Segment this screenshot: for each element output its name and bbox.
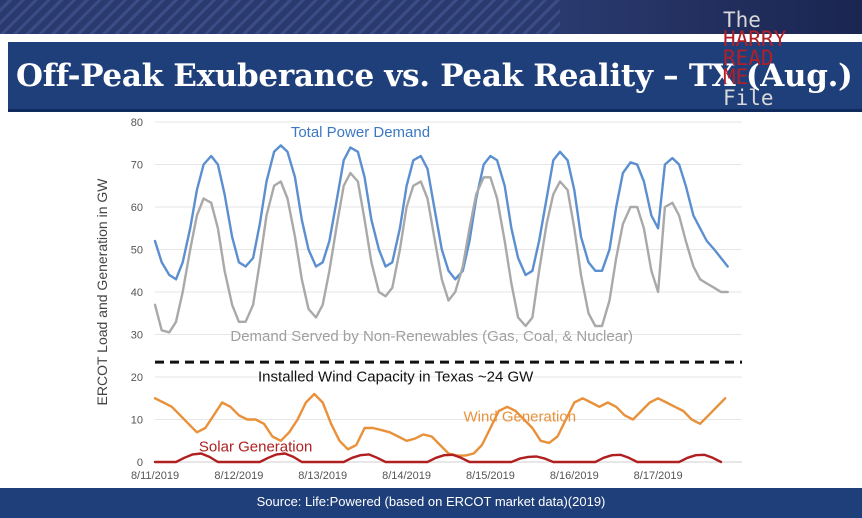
source-caption: Source: Life:Powered (based on ERCOT mar… — [256, 494, 606, 509]
annotation-total-power-demand: Total Power Demand — [291, 124, 430, 141]
y-tick-label: 70 — [131, 160, 143, 172]
y-tick-label: 20 — [131, 372, 143, 384]
watermark-line-me: ME — [723, 65, 749, 89]
annotation-wind-generation: Wind Generation — [463, 409, 576, 426]
title-bar — [8, 42, 862, 112]
x-tick-label: 8/17/2019 — [634, 470, 683, 482]
annotation-installed-wind-capacity-in-texas-24-gw: Installed Wind Capacity in Texas ~24 GW — [258, 368, 534, 385]
y-tick-label: 0 — [137, 457, 143, 469]
watermark-line-read: READ — [723, 46, 774, 70]
x-tick-label: 8/15/2019 — [466, 470, 515, 482]
annotation-solar-generation: Solar Generation — [199, 438, 312, 455]
x-tick-label: 8/14/2019 — [382, 470, 431, 482]
series-line-wind-generation — [153, 392, 727, 457]
y-tick-label: 50 — [131, 245, 143, 257]
y-tick-label: 40 — [131, 287, 143, 299]
watermark-line-file: File — [723, 86, 774, 110]
y-axis-label: ERCOT Load and Generation in GW — [94, 178, 110, 406]
y-tick-label: 60 — [131, 202, 143, 214]
y-tick-label: 30 — [131, 330, 143, 342]
watermark-logo: The HARRY READ ME File — [723, 10, 823, 109]
x-tick-label: 8/12/2019 — [214, 470, 263, 482]
watermark-line-harry: HARRY — [723, 27, 787, 51]
x-tick-label: 8/16/2019 — [550, 470, 599, 482]
x-tick-label: 8/11/2019 — [131, 470, 179, 482]
y-tick-label: 10 — [131, 415, 143, 427]
x-tick-label: 8/13/2019 — [298, 470, 347, 482]
series-line-demand-served-by-non-renewables-gas-coal-nuclear — [153, 171, 729, 334]
watermark-line-the: The — [723, 8, 761, 32]
series-line-total-power-demand — [153, 144, 729, 281]
annotation-demand-served-by-non-renewables-gas-coal-nuclear: Demand Served by Non-Renewables (Gas, Co… — [230, 328, 633, 345]
top-band-shade — [560, 0, 862, 34]
series-line-solar-generation — [153, 452, 723, 464]
y-tick-label: 80 — [131, 117, 143, 129]
source-bar — [0, 488, 862, 518]
slide-title: Off-Peak Exuberance vs. Peak Reality – T… — [16, 58, 853, 94]
